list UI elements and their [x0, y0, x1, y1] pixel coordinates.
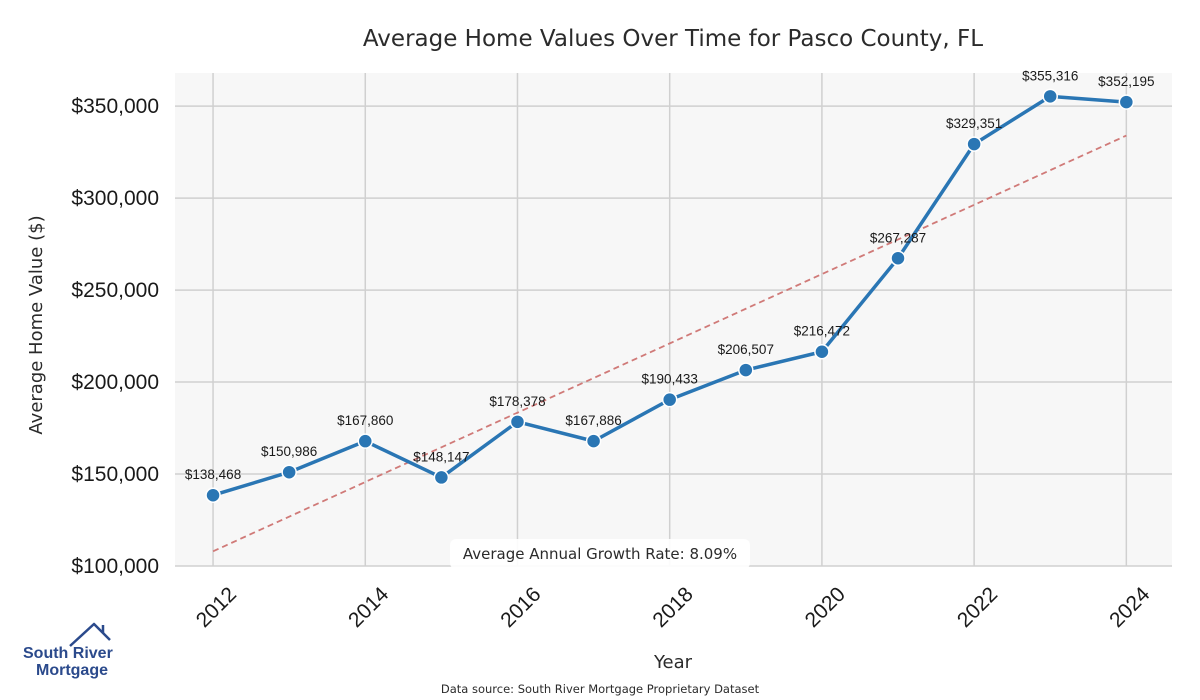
x-tick-label: 2020 — [801, 583, 850, 632]
data-source-note: Data source: South River Mortgage Propri… — [441, 682, 760, 696]
data-label: $355,316 — [1022, 68, 1078, 83]
data-label: $167,860 — [337, 413, 393, 428]
y-axis-label: Average Home Value ($) — [26, 215, 47, 434]
data-label: $216,472 — [794, 324, 850, 339]
data-point — [281, 464, 297, 480]
data-label: $190,433 — [642, 372, 698, 387]
logo-line-1: South River — [23, 645, 113, 662]
x-axis-ticks: 2012 2014 2016 2018 2020 2022 2024 — [192, 583, 1155, 633]
gridlines — [175, 73, 1172, 567]
x-axis-label: Year — [653, 652, 693, 673]
data-label: $178,378 — [489, 394, 545, 409]
data-points — [205, 88, 1135, 503]
y-tick-label: $250,000 — [71, 279, 159, 302]
data-label: $267,287 — [870, 230, 926, 245]
trend-line — [212, 134, 1127, 553]
x-tick-label: 2022 — [953, 583, 1002, 632]
data-point — [585, 433, 602, 449]
data-label: $329,351 — [946, 116, 1002, 131]
data-point — [1118, 94, 1135, 110]
logo-line-2: Mortgage — [36, 662, 108, 679]
x-tick-label: 2014 — [344, 583, 394, 633]
y-axis-ticks: $100,000 $150,000 $200,000 $250,000 $300,000… — [71, 95, 159, 578]
annotation-text: Average Annual Growth Rate: 8.09% — [463, 545, 737, 563]
data-point — [890, 250, 906, 267]
data-label: $138,468 — [185, 467, 241, 482]
data-label: $167,886 — [565, 413, 621, 428]
data-point — [814, 343, 830, 360]
y-tick-label: $200,000 — [71, 371, 159, 394]
x-tick-label: 2018 — [648, 583, 697, 632]
data-point — [433, 469, 450, 486]
house-roof-icon — [69, 622, 111, 647]
data-point — [357, 433, 374, 449]
y-tick-label: $300,000 — [71, 187, 159, 210]
data-label: $352,195 — [1098, 74, 1154, 89]
chart-title: Average Home Values Over Time for Pasco … — [363, 26, 983, 52]
annotation-box — [450, 539, 750, 569]
data-point — [738, 362, 754, 378]
data-point — [509, 414, 526, 430]
x-tick-label: 2024 — [1105, 583, 1155, 633]
data-point — [205, 487, 221, 503]
data-labels: $138,468 $150,986 $167,860 $148,147 $178,378… — [185, 68, 1155, 482]
data-point — [966, 136, 982, 152]
y-tick-label: $350,000 — [71, 95, 159, 118]
brand-logo: South River Mortgage — [23, 622, 113, 679]
y-tick-label: $100,000 — [71, 555, 159, 578]
data-label: $148,147 — [413, 449, 469, 464]
data-point — [1042, 88, 1058, 105]
plot-area — [175, 73, 1172, 566]
x-tick-label: 2012 — [192, 583, 241, 632]
growth-annotation: Average Annual Growth Rate: 8.09% — [450, 539, 750, 569]
data-point — [661, 391, 678, 408]
data-label: $150,986 — [261, 444, 317, 459]
y-tick-label: $150,000 — [71, 463, 159, 486]
x-tick-label: 2016 — [496, 583, 545, 632]
data-label: $206,507 — [718, 342, 774, 357]
